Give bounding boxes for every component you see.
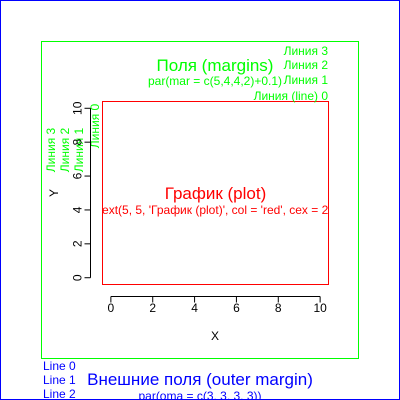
outer-margin-title: Внешние поля (outer margin) (87, 370, 313, 389)
margins-title: Поля (margins) (157, 56, 274, 75)
top-margin-line-3: Линия 3 (284, 44, 329, 58)
x-tick-label: 2 (149, 301, 156, 315)
plot-annotations: График (plot)text(5, 5, 'График (plot)',… (99, 184, 333, 217)
top-margin-line-2: Линия 2 (284, 58, 329, 72)
outer-margin-line-2: Line 2 (43, 387, 76, 400)
x-tick-label: 8 (275, 301, 282, 315)
left-margin-line-2: Линия 2 (58, 127, 72, 172)
left-margin-line-3: Линия 3 (44, 127, 58, 172)
top-margin-line-1: Линия 1 (284, 73, 329, 87)
left-margin-line-1: Линия 1 (72, 127, 86, 172)
x-tick-label: 6 (233, 301, 240, 315)
y-tick-label: 2 (71, 240, 85, 247)
outer-margin-line-1: Line 1 (43, 373, 76, 387)
x-tick-label: 10 (313, 301, 327, 315)
y-tick-label: 8 (71, 139, 85, 146)
x-axis: 0 2 4 6 8 10 (108, 296, 327, 315)
x-tick-label: 4 (191, 301, 198, 315)
plot-code-annotation: text(5, 5, 'График (plot)', col = 'red',… (99, 203, 333, 217)
y-axis-label: Y (47, 189, 61, 197)
y-axis: 0 2 4 6 8 10 (71, 101, 91, 281)
left-margin-line-0: Линия 0 (88, 103, 102, 148)
x-axis-label: X (211, 329, 219, 343)
plot-title-annotation: График (plot) (165, 184, 267, 203)
x-tick-label: 0 (108, 301, 115, 315)
margins-code: par(mar = c(5,4,4,2)+0.1) (148, 74, 282, 88)
outer-margin-code: par(oma = c(3, 3, 3, 3)) (138, 389, 261, 400)
plot-region-border (102, 101, 329, 285)
top-margin-line-0: Линия (line) 0 (254, 89, 329, 103)
y-tick-label: 6 (71, 172, 85, 179)
y-tick-label: 0 (71, 274, 85, 281)
figure-region-border (41, 41, 359, 359)
outer-margin-line-0: Line 0 (43, 359, 76, 373)
y-tick-label: 10 (71, 101, 85, 115)
y-tick-label: 4 (71, 206, 85, 213)
